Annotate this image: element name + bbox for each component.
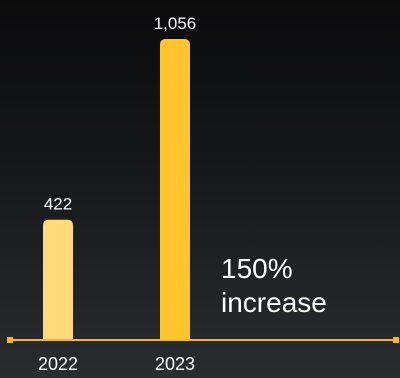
value-label-2022: 422 bbox=[44, 195, 72, 214]
annotation-percent: 150% bbox=[221, 253, 293, 284]
value-label-2023: 1,056 bbox=[154, 14, 197, 33]
increase-annotation: 150% increase bbox=[221, 252, 327, 320]
bar-2022 bbox=[43, 219, 73, 340]
bar-2023 bbox=[160, 39, 190, 340]
category-label-2023: 2023 bbox=[155, 354, 195, 374]
category-label-2022: 2022 bbox=[38, 354, 78, 374]
annotation-word: increase bbox=[221, 287, 327, 318]
axis-right-cap bbox=[393, 337, 399, 343]
axis-left-cap bbox=[7, 337, 13, 343]
